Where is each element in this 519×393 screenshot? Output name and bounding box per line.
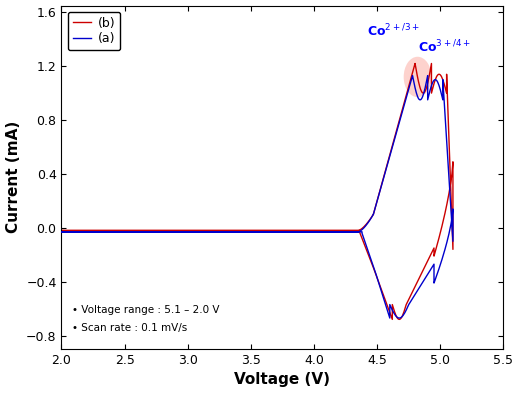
(a) [402, 99, 408, 103]
(a) [387, 316, 393, 320]
(b) [355, 228, 361, 233]
Text: Co$^{3+/4+}$: Co$^{3+/4+}$ [418, 39, 470, 56]
Ellipse shape [404, 57, 431, 97]
Line: (b): (b) [61, 64, 453, 320]
(b) [58, 228, 64, 233]
(b) [83, 228, 89, 233]
(a) [409, 73, 416, 78]
(a) [83, 230, 89, 234]
(b) [58, 228, 64, 233]
(b) [139, 228, 145, 233]
(a) [355, 230, 361, 234]
Line: (a): (a) [61, 75, 453, 318]
(b) [389, 317, 395, 322]
(a) [419, 280, 426, 285]
(a) [434, 272, 440, 277]
(b) [420, 267, 427, 272]
Text: • Voltage range : 5.1 – 2.0 V: • Voltage range : 5.1 – 2.0 V [72, 305, 219, 314]
X-axis label: Voltage (V): Voltage (V) [235, 373, 331, 387]
Text: • Scan rate : 0.1 mV/s: • Scan rate : 0.1 mV/s [72, 323, 187, 333]
Legend: (b), (a): (b), (a) [67, 12, 120, 50]
Text: Co$^{2+/3+}$: Co$^{2+/3+}$ [367, 23, 420, 40]
(a) [139, 230, 145, 234]
(b) [436, 235, 442, 240]
(b) [412, 61, 418, 66]
(b) [401, 100, 407, 105]
Y-axis label: Current (mA): Current (mA) [6, 121, 21, 233]
(a) [58, 230, 64, 234]
(a) [58, 230, 64, 234]
